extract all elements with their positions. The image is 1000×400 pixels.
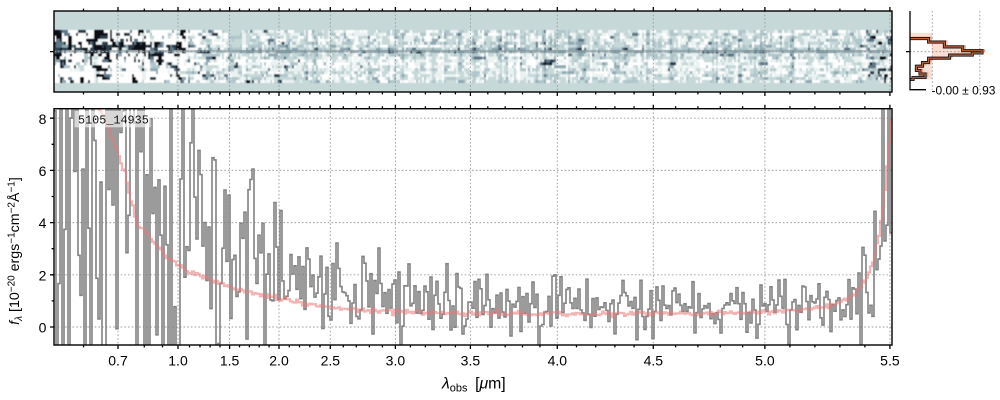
svg-text:3.5: 3.5 bbox=[461, 353, 481, 369]
svg-text:5105_14935: 5105_14935 bbox=[78, 113, 149, 127]
svg-text:8: 8 bbox=[39, 111, 47, 127]
svg-text:0: 0 bbox=[39, 320, 47, 336]
svg-text:fλ [10−20 ergs−1cm−2Å−1]: fλ [10−20 ergs−1cm−2Å−1] bbox=[6, 177, 25, 325]
svg-text:2.0: 2.0 bbox=[269, 353, 289, 369]
svg-text:2.5: 2.5 bbox=[321, 353, 341, 369]
svg-text:4.5: 4.5 bbox=[644, 353, 664, 369]
svg-text:4: 4 bbox=[39, 215, 47, 231]
svg-text:-0.00 ± 0.93: -0.00 ± 0.93 bbox=[932, 83, 996, 97]
svg-text:2: 2 bbox=[39, 267, 47, 283]
svg-text:4.0: 4.0 bbox=[548, 353, 568, 369]
svg-text:1.0: 1.0 bbox=[168, 353, 188, 369]
svg-text:5.0: 5.0 bbox=[755, 353, 775, 369]
svg-text:1.5: 1.5 bbox=[220, 353, 240, 369]
svg-text:6: 6 bbox=[39, 163, 47, 179]
svg-text:5.5: 5.5 bbox=[880, 353, 900, 369]
svg-text:λobs [μm]: λobs [μm] bbox=[441, 376, 506, 395]
svg-text:3.0: 3.0 bbox=[386, 353, 406, 369]
svg-text:0.7: 0.7 bbox=[108, 353, 128, 369]
